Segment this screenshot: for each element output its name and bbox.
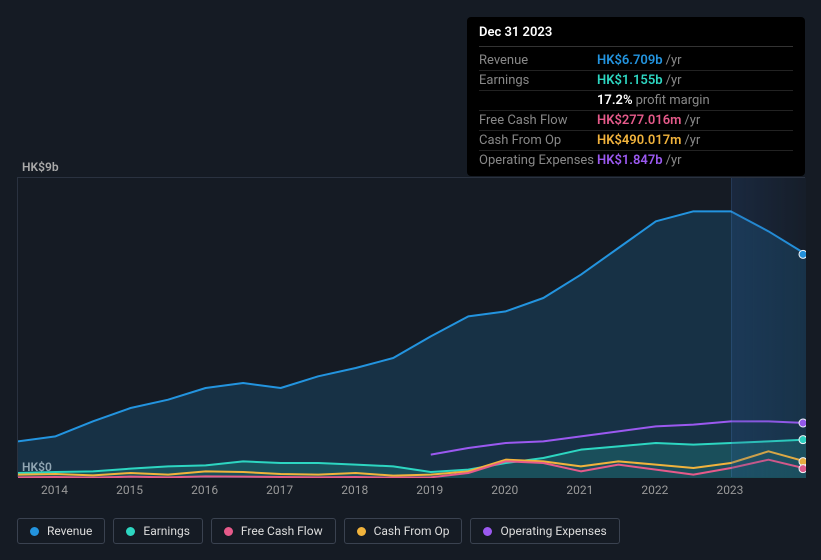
tooltip-row-value: HK$490.017m	[597, 133, 681, 148]
tooltip-row: Free Cash FlowHK$277.016m/yr	[479, 111, 793, 131]
legend-dot	[126, 527, 135, 536]
tooltip-title: Dec 31 2023	[479, 25, 793, 47]
tooltip-row: RevenueHK$6.709b/yr	[479, 51, 793, 71]
x-axis-tick: 2020	[491, 483, 518, 497]
tooltip-row-value: HK$277.016m	[597, 113, 681, 128]
tooltip-row-label: Free Cash Flow	[479, 113, 597, 128]
tooltip-row-suffix: /yr	[684, 113, 700, 128]
x-axis-tick: 2018	[341, 483, 368, 497]
legend-label: Operating Expenses	[500, 524, 606, 538]
tooltip-row-value: HK$6.709b	[597, 53, 663, 68]
tooltip-row-suffix: /yr	[666, 73, 682, 88]
tooltip-row-label: Operating Expenses	[479, 153, 597, 168]
tooltip-row: 17.2%profit margin	[479, 91, 793, 111]
tooltip-row-value: HK$1.155b	[597, 73, 663, 88]
tooltip-row: EarningsHK$1.155b/yr	[479, 71, 793, 91]
tooltip-row-suffix: /yr	[666, 53, 682, 68]
x-axis-tick: 2019	[416, 483, 443, 497]
legend-item-operating-expenses[interactable]: Operating Expenses	[470, 518, 619, 544]
tooltip-row-label: Earnings	[479, 73, 597, 88]
legend-item-revenue[interactable]: Revenue	[17, 518, 105, 544]
legend-label: Free Cash Flow	[241, 524, 323, 538]
tooltip-row-suffix: /yr	[666, 153, 682, 168]
legend-dot	[30, 527, 39, 536]
highlight-region	[731, 178, 806, 477]
tooltip-row-label: Cash From Op	[479, 133, 597, 148]
x-axis-tick: 2016	[191, 483, 218, 497]
legend-item-earnings[interactable]: Earnings	[113, 518, 203, 544]
legend-dot	[357, 527, 366, 536]
tooltip-row: Cash From OpHK$490.017m/yr	[479, 131, 793, 151]
x-axis-tick: 2017	[266, 483, 293, 497]
x-axis-tick: 2015	[116, 483, 143, 497]
tooltip-box: Dec 31 2023 RevenueHK$6.709b/yrEarningsH…	[467, 17, 805, 176]
legend-label: Cash From Op	[374, 524, 450, 538]
legend-label: Revenue	[47, 524, 92, 538]
tooltip-row-value: 17.2%	[597, 93, 633, 108]
tooltip-row-suffix: profit margin	[636, 93, 710, 108]
legend-item-cash-from-op[interactable]: Cash From Op	[344, 518, 463, 544]
chart-area[interactable]	[17, 177, 805, 477]
tooltip-row-suffix: /yr	[684, 133, 700, 148]
legend-item-free-cash-flow[interactable]: Free Cash Flow	[211, 518, 336, 544]
tooltip-row-value: HK$1.847b	[597, 153, 663, 168]
tooltip-row-label	[479, 93, 597, 108]
tooltip-row: Operating ExpensesHK$1.847b/yr	[479, 151, 793, 170]
legend-dot	[224, 527, 233, 536]
tooltip-row-label: Revenue	[479, 53, 597, 68]
x-axis-tick: 2021	[566, 483, 593, 497]
x-axis-tick: 2022	[641, 483, 668, 497]
x-axis-tick: 2023	[716, 483, 743, 497]
legend-dot	[483, 527, 492, 536]
chart-svg	[18, 178, 806, 478]
y-axis-label-max: HK$9b	[22, 160, 59, 174]
legend: Revenue Earnings Free Cash Flow Cash From O…	[17, 518, 620, 544]
x-axis-tick: 2014	[41, 483, 68, 497]
legend-label: Earnings	[143, 524, 190, 538]
